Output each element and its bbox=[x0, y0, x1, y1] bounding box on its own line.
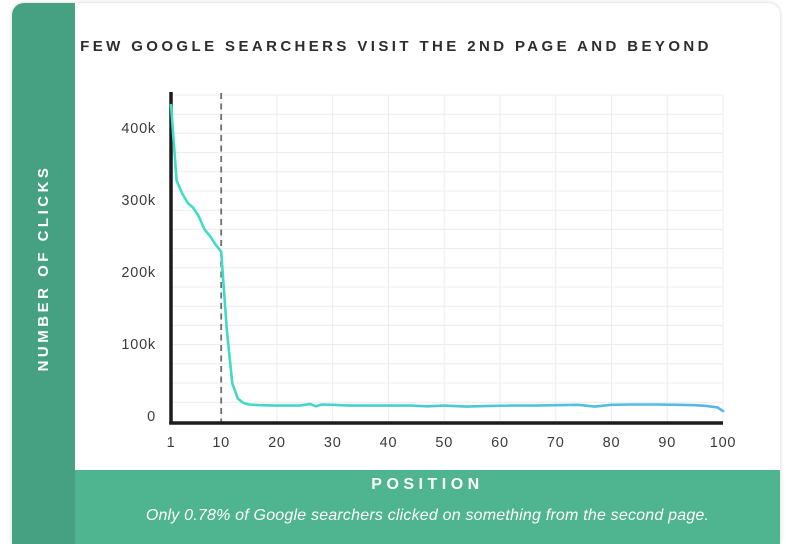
left-axis-band: NUMBER OF CLICKS bbox=[12, 3, 75, 544]
chart-title: FEW GOOGLE SEARCHERS VISIT THE 2ND PAGE … bbox=[80, 38, 712, 55]
chart-card: NUMBER OF CLICKS bbox=[12, 3, 780, 544]
bottom-band bbox=[75, 470, 780, 544]
y-axis-title: NUMBER OF CLICKS bbox=[35, 164, 52, 372]
x-axis-title: POSITION bbox=[371, 476, 484, 493]
chart-caption: Only 0.78% of Google searchers clicked o… bbox=[145, 507, 710, 524]
